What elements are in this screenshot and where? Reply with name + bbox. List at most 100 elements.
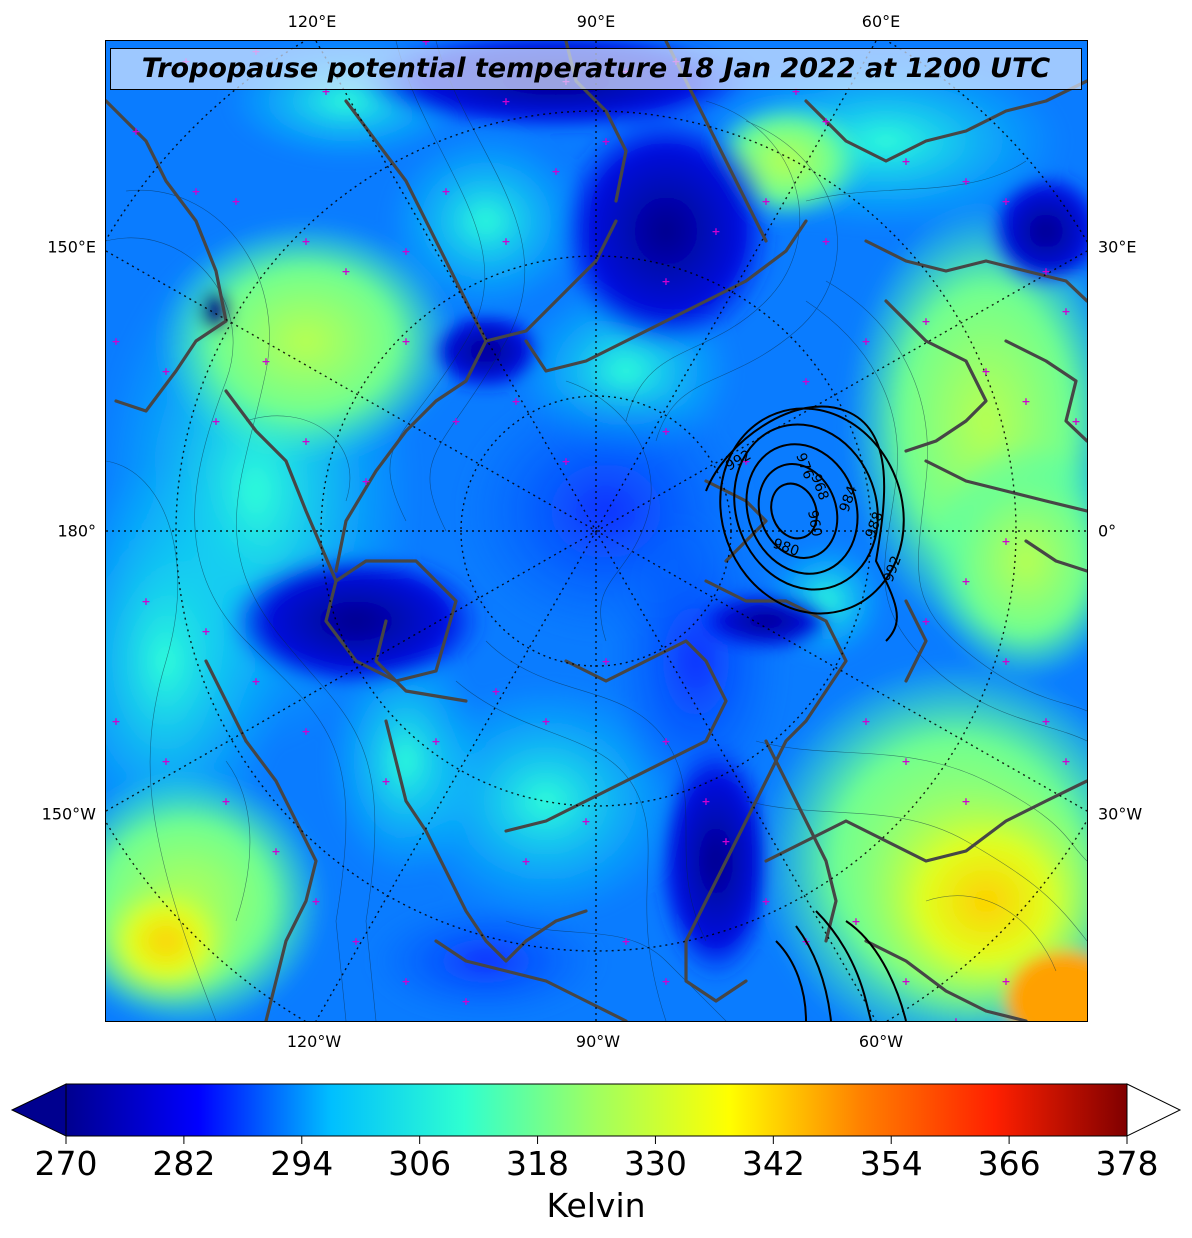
station-marker: +	[191, 185, 200, 198]
station-marker: +	[401, 335, 410, 348]
station-marker: +	[951, 1015, 960, 1021]
station-marker: +	[451, 415, 460, 428]
station-marker: +	[1001, 195, 1010, 208]
station-marker: +	[341, 265, 350, 278]
tick-label-left: 150°W	[41, 804, 96, 824]
station-marker: +	[921, 615, 930, 628]
station-marker: +	[961, 575, 970, 588]
colorbar-tick-label: 342	[741, 1144, 805, 1183]
station-marker: +	[861, 335, 870, 348]
tick-label-top: 90°E	[576, 12, 616, 31]
station-marker: +	[661, 425, 670, 438]
tick-label-bottom: 120°W	[286, 1032, 342, 1051]
station-marker: +	[551, 165, 560, 178]
station-marker: +	[861, 715, 870, 728]
station-marker: +	[161, 755, 170, 768]
station-marker: +	[541, 715, 550, 728]
colorbar-tick-label: 294	[270, 1144, 334, 1183]
tick-label-right: 30°E	[1098, 237, 1137, 257]
station-marker: +	[921, 315, 930, 328]
station-marker: +	[581, 815, 590, 828]
colorbar-tick-label: 270	[34, 1144, 98, 1183]
station-marker: +	[1001, 975, 1010, 988]
map-title: Tropopause potential temperature 18 Jan …	[110, 48, 1082, 90]
station-marker: +	[1061, 755, 1070, 768]
station-marker: +	[301, 235, 310, 248]
map-panel: + + + + + + + + + + + + + + + + + + + + + + + + + + + + + + + + + + + + + + + +…	[105, 40, 1088, 1022]
station-marker: +	[901, 755, 910, 768]
station-marker: +	[981, 365, 990, 378]
station-marker: +	[741, 455, 750, 468]
station-marker: +	[721, 835, 730, 848]
station-marker: +	[851, 915, 860, 928]
station-marker: +	[791, 85, 800, 98]
station-marker: +	[711, 225, 720, 238]
colorbar-tick-label: 366	[977, 1144, 1041, 1183]
station-marker: +	[1061, 305, 1070, 318]
isentrope-contours	[106, 41, 1087, 1021]
colorbar-extend-max	[1126, 1083, 1182, 1137]
station-marker: +	[351, 935, 360, 948]
station-marker: +	[1001, 655, 1010, 668]
tick-label-bottom: 60°W	[858, 1032, 904, 1051]
station-marker: +	[251, 675, 260, 688]
station-marker: +	[621, 935, 630, 948]
tick-label-top: 120°E	[287, 12, 337, 31]
station-marker: +	[961, 795, 970, 808]
station-marker: +	[431, 735, 440, 748]
colorbar-bar	[65, 1083, 1128, 1137]
colorbar-tick-label: 318	[506, 1144, 570, 1183]
tick-label-right: 0°	[1098, 521, 1117, 541]
station-marker: +	[301, 725, 310, 738]
station-marker: +	[1041, 715, 1050, 728]
tick-label-top: 60°E	[861, 12, 901, 31]
tick-label-right: 30°W	[1098, 804, 1143, 824]
station-marker: +	[381, 775, 390, 788]
graticule	[106, 41, 1087, 1021]
station-marker: +	[141, 595, 150, 608]
station-marker: +	[701, 795, 710, 808]
station-marker: +	[1041, 265, 1050, 278]
station-marker: +	[271, 845, 280, 858]
station-marker: +	[661, 975, 670, 988]
colorbar-unit-label: Kelvin	[546, 1186, 646, 1225]
station-marker: +	[211, 415, 220, 428]
station-marker: +	[761, 895, 770, 908]
tick-label-left: 180°	[57, 521, 96, 541]
station-marker: +	[131, 125, 140, 138]
station-marker: +	[221, 795, 230, 808]
station-marker: +	[521, 855, 530, 868]
colorbar-tick-label: 330	[623, 1144, 687, 1183]
station-marker: +	[441, 185, 450, 198]
station-marker: +	[461, 995, 470, 1008]
station-marker: +	[1071, 415, 1080, 428]
tick-label-left: 150°E	[47, 237, 96, 257]
contour-label: 960	[804, 509, 824, 538]
station-marker: +	[511, 395, 520, 408]
station-marker: +	[361, 475, 370, 488]
colorbar-extend-min	[10, 1083, 67, 1137]
colorbar-tick-label: 354	[859, 1144, 923, 1183]
tick-label-bottom: 90°W	[575, 1032, 621, 1051]
colorbar-tick-label: 282	[152, 1144, 216, 1183]
station-marker: +	[821, 235, 830, 248]
station-marker: +	[321, 85, 330, 98]
station-marker: +	[1021, 395, 1030, 408]
station-marker: +	[491, 685, 500, 698]
station-markers: + + + + + + + + + + + + + + + + + + + + + + + + + + + + + + + + + + + + + + + +…	[111, 41, 1080, 1021]
station-marker: +	[401, 245, 410, 258]
colorbar-ticks	[65, 1136, 1128, 1144]
station-marker: +	[561, 455, 570, 468]
station-marker: +	[501, 235, 510, 248]
coastlines	[106, 41, 1087, 1021]
station-marker: +	[201, 625, 210, 638]
station-marker: +	[601, 135, 610, 148]
station-marker: +	[761, 195, 770, 208]
station-marker: +	[231, 195, 240, 208]
colorbar	[10, 1083, 1182, 1144]
station-marker: +	[111, 715, 120, 728]
station-marker: +	[901, 975, 910, 988]
station-marker: +	[821, 115, 830, 128]
station-marker: +	[661, 275, 670, 288]
tropopause-map: + + + + + + + + + + + + + + + + + + + + + + + + + + + + + + + + + + + + + + + +…	[106, 41, 1087, 1021]
